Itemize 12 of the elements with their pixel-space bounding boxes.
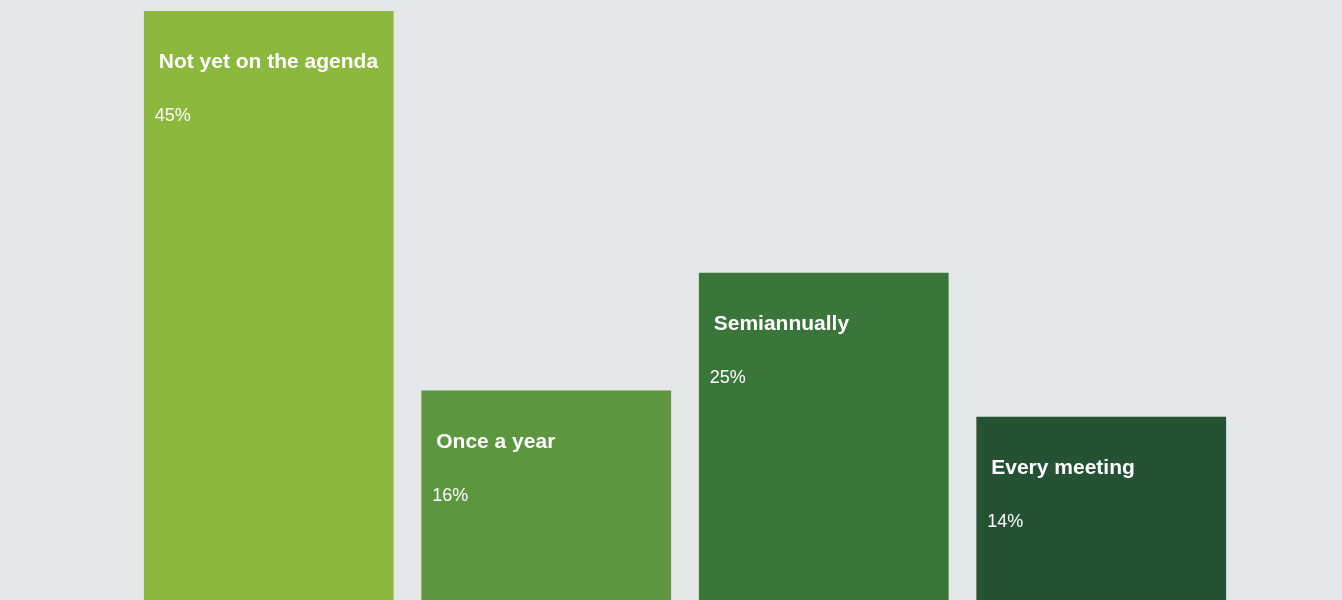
bar [976,416,1227,600]
bar [421,390,672,600]
x-tick-label: Once a year [436,428,556,452]
data-label: 25% [709,366,746,387]
x-tick-label: Every meeting [991,454,1135,478]
bar [698,272,949,600]
data-label: 14% [987,510,1024,531]
data-label: 45% [154,105,191,125]
x-tick-label: Not yet on the agenda [158,49,379,72]
x-tick-label: Semiannually [713,310,850,334]
data-label: 16% [432,484,469,505]
bar [143,11,394,600]
